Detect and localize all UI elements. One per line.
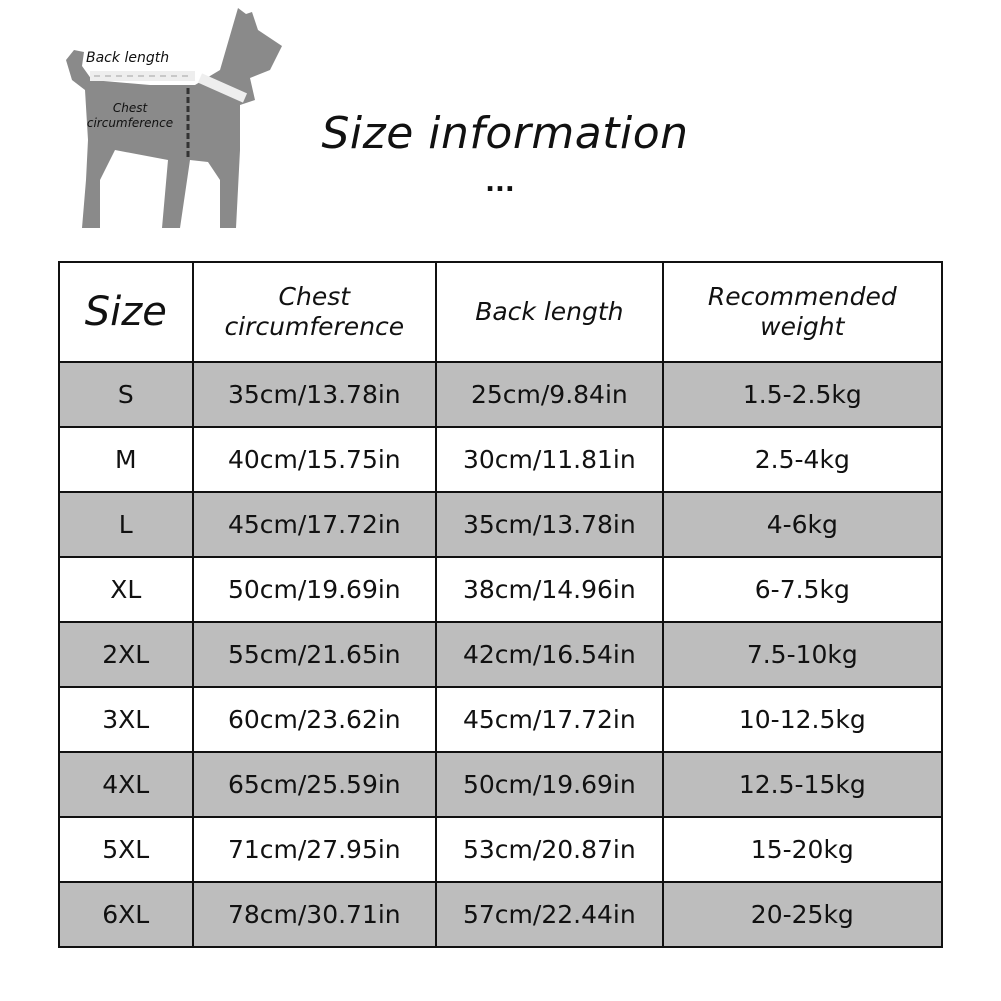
header-row: Size Chest circumference Back length Rec… [58,261,944,363]
header-chest-text: Chest circumference [224,282,405,341]
cell-size: 6XL [58,881,194,948]
cell-back-length: 50cm/19.69in [435,751,664,818]
cell-back-length: 25cm/9.84in [435,361,664,428]
cell-weight: 2.5-4kg [661,426,944,493]
page-title: Size information [321,108,689,159]
cell-back-length: 30cm/11.81in [435,426,664,493]
back-length-label: Back length [86,50,170,66]
table-row: 2XL 55cm/21.65in 42cm/16.54in 7.5-10kg [58,621,944,688]
table-row: 6XL 78cm/30.71in 57cm/22.44in 20-25kg [58,881,944,948]
cell-weight: 6-7.5kg [661,556,944,623]
size-table: Size Chest circumference Back length Rec… [58,261,944,948]
table-row: S 35cm/13.78in 25cm/9.84in 1.5-2.5kg [58,361,944,428]
cell-chest: 50cm/19.69in [191,556,438,623]
dog-silhouette-icon [66,8,282,228]
cell-back-length: 35cm/13.78in [435,491,664,558]
cell-size: XL [58,556,194,623]
chest-label-line2: circumference [86,116,174,130]
table-row: L 45cm/17.72in 35cm/13.78in 4-6kg [58,491,944,558]
cell-chest: 65cm/25.59in [191,751,438,818]
cell-size: 4XL [58,751,194,818]
cell-weight: 10-12.5kg [661,686,944,753]
cell-chest: 71cm/27.95in [191,816,438,883]
table-row: M 40cm/15.75in 30cm/11.81in 2.5-4kg [58,426,944,493]
dog-measurement-diagram: Back length Chest circumference [60,0,300,235]
cell-weight: 12.5-15kg [661,751,944,818]
cell-chest: 78cm/30.71in [191,881,438,948]
cell-chest: 60cm/23.62in [191,686,438,753]
cell-weight: 1.5-2.5kg [661,361,944,428]
table-row: 5XL 71cm/27.95in 53cm/20.87in 15-20kg [58,816,944,883]
chest-label-line1: Chest [112,101,148,115]
header-weight-text: Recommended weight [707,282,897,341]
cell-chest: 55cm/21.65in [191,621,438,688]
cell-weight: 20-25kg [661,881,944,948]
cell-back-length: 45cm/17.72in [435,686,664,753]
cell-size: M [58,426,194,493]
cell-chest: 45cm/17.72in [191,491,438,558]
cell-weight: 15-20kg [661,816,944,883]
header-size: Size [58,261,194,363]
cell-chest: 35cm/13.78in [191,361,438,428]
header-weight: Recommended weight [661,261,944,363]
cell-size: S [58,361,194,428]
cell-weight: 4-6kg [661,491,944,558]
cell-size: L [58,491,194,558]
header-back-length: Back length [435,261,664,363]
cell-back-length: 42cm/16.54in [435,621,664,688]
cell-back-length: 53cm/20.87in [435,816,664,883]
ellipsis: ... [485,168,515,198]
cell-weight: 7.5-10kg [661,621,944,688]
table-row: XL 50cm/19.69in 38cm/14.96in 6-7.5kg [58,556,944,623]
table-row: 4XL 65cm/25.59in 50cm/19.69in 12.5-15kg [58,751,944,818]
cell-size: 5XL [58,816,194,883]
table-row: 3XL 60cm/23.62in 45cm/17.72in 10-12.5kg [58,686,944,753]
cell-back-length: 38cm/14.96in [435,556,664,623]
chest-label: Chest circumference [80,101,180,131]
cell-chest: 40cm/15.75in [191,426,438,493]
cell-back-length: 57cm/22.44in [435,881,664,948]
cell-size: 2XL [58,621,194,688]
cell-size: 3XL [58,686,194,753]
header-chest: Chest circumference [191,261,438,363]
